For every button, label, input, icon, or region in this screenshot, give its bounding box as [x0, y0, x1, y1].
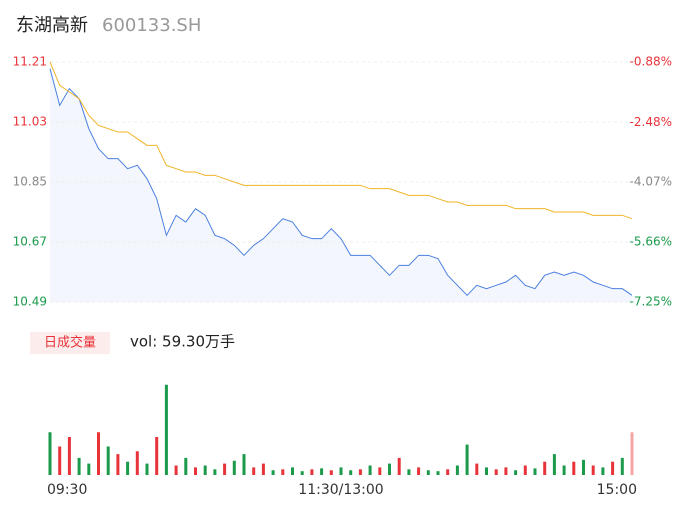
- volume-bar: [223, 463, 227, 475]
- volume-bar: [582, 459, 585, 475]
- volume-bar: [145, 463, 149, 475]
- x-tick-label: 11:30/13:00: [298, 482, 383, 498]
- volume-bar: [291, 467, 294, 475]
- volume-bar: [232, 460, 236, 475]
- chart-title: 东湖高新: [16, 15, 88, 36]
- volume-bar: [388, 463, 391, 475]
- volume-label: vol: 59.30万手: [130, 333, 235, 351]
- volume-bar: [436, 471, 440, 475]
- volume-bar: [213, 469, 217, 475]
- volume-bar: [116, 454, 120, 475]
- volume-bar: [620, 457, 624, 475]
- volume-bar: [242, 454, 246, 475]
- average-line: [49, 61, 633, 220]
- volume-bar: [77, 457, 81, 475]
- volume-bar: [310, 469, 314, 475]
- volume-bar: [194, 467, 197, 475]
- y-tick-label: 10.85: [13, 175, 47, 189]
- volume-bar: [397, 457, 401, 475]
- volume-bar: [475, 463, 479, 475]
- volume-bar: [562, 465, 566, 475]
- y2-tick-label: -2.48%: [630, 115, 672, 129]
- volume-bar: [252, 467, 256, 475]
- volume-bar: [465, 444, 469, 475]
- volume-bar: [543, 461, 547, 475]
- volume-bar: [358, 469, 362, 475]
- volume-bar: [184, 457, 188, 475]
- volume-bar: [426, 470, 430, 475]
- y-tick-label: 10.49: [13, 295, 47, 309]
- volume-bar: [494, 469, 498, 475]
- volume-bar: [504, 467, 508, 475]
- volume-bar: [572, 461, 576, 475]
- y2-tick-label: -5.66%: [630, 235, 672, 249]
- volume-bar: [155, 437, 159, 475]
- volume-bar: [135, 451, 139, 475]
- volume-bar: [349, 470, 353, 475]
- volume-bar: [97, 432, 100, 475]
- volume-bar: [591, 465, 595, 475]
- y-tick-label: 11.21: [13, 55, 47, 69]
- volume-bar: [514, 470, 518, 475]
- price-line: [49, 68, 633, 297]
- volume-bar: [533, 468, 537, 475]
- volume-bar: [67, 437, 71, 475]
- volume-bar: [320, 468, 324, 475]
- volume-legend: 日成交量: [44, 335, 96, 351]
- volume-bar: [630, 432, 634, 475]
- volume-bar: [601, 467, 605, 475]
- y2-tick-label: -0.88%: [630, 55, 672, 69]
- volume-bar: [378, 467, 382, 475]
- volume-bar: [455, 465, 459, 475]
- volume-bar: [281, 469, 285, 475]
- volume-bar: [261, 463, 265, 475]
- volume-bar: [368, 465, 372, 475]
- volume-bar: [87, 463, 91, 475]
- y2-tick-label: -7.25%: [630, 295, 672, 309]
- volume-bar: [446, 469, 450, 475]
- y-tick-label: 11.03: [13, 115, 47, 129]
- volume-bar: [552, 454, 556, 475]
- chart-subtitle: 600133.SH: [102, 15, 201, 36]
- volume-bar: [106, 446, 110, 475]
- volume-bar: [58, 446, 62, 475]
- x-tick-label: 09:30: [47, 482, 87, 498]
- volume-bar: [300, 471, 304, 475]
- y-tick-label: 10.67: [13, 235, 47, 249]
- volume-bar: [339, 467, 343, 475]
- volume-bar: [523, 465, 527, 475]
- volume-bar: [174, 465, 178, 475]
- volume-bar: [203, 465, 207, 475]
- volume-bar: [485, 467, 488, 475]
- volume-bar: [407, 469, 411, 475]
- x-tick-label: 15:00: [597, 482, 637, 498]
- volume-bar: [611, 461, 615, 475]
- volume-bar: [417, 467, 421, 475]
- y2-tick-label: -4.07%: [630, 175, 672, 189]
- volume-bar: [164, 384, 168, 475]
- volume-bar: [48, 432, 52, 475]
- volume-bar: [271, 470, 275, 475]
- price-area: [50, 68, 632, 303]
- volume-legend-box: [30, 332, 110, 354]
- volume-bar: [329, 470, 333, 475]
- volume-bar: [126, 461, 130, 475]
